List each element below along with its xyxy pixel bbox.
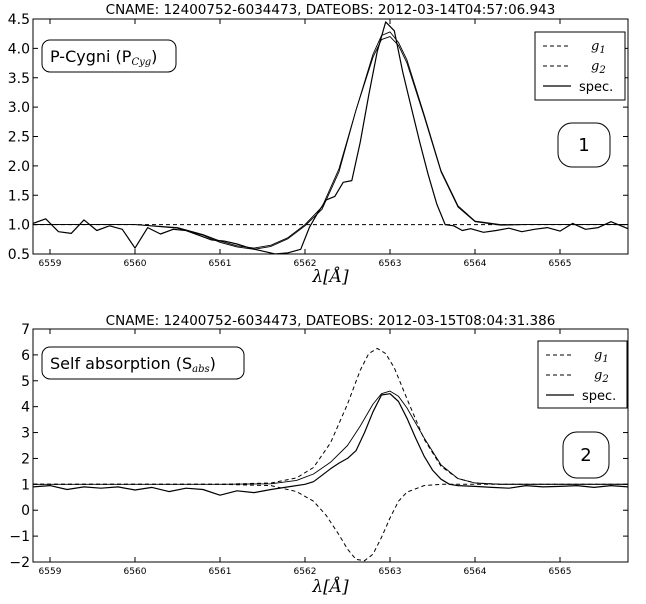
y-tick-label: 3 bbox=[21, 426, 30, 442]
x-tick-label: 6564 bbox=[464, 567, 487, 577]
y-tick-label: 3.5 bbox=[8, 71, 30, 87]
y-tick-label: 0 bbox=[21, 503, 30, 519]
legend-label: spec. bbox=[579, 80, 613, 95]
legend-label: g1 bbox=[594, 348, 609, 365]
legend-label: g2 bbox=[591, 59, 606, 76]
x-tick-label: 6562 bbox=[294, 259, 317, 269]
y-tick-label: 2.5 bbox=[8, 130, 30, 146]
series-line-g1+g2 bbox=[33, 390, 628, 485]
x-tick-label: 6559 bbox=[39, 259, 62, 269]
x-tick-label: 6560 bbox=[124, 259, 147, 269]
y-tick-label: 0.5 bbox=[8, 247, 30, 263]
y-tick-label: 7 bbox=[21, 322, 30, 338]
panel-number-box bbox=[557, 122, 611, 168]
panel-2: CNAME: 12400752-6034473, DATEOBS: 2012-0… bbox=[9, 313, 629, 597]
series-line-spec. bbox=[33, 393, 628, 496]
x-tick-label: 6562 bbox=[294, 567, 317, 577]
label-box bbox=[41, 39, 177, 73]
y-tick-label: 4.0 bbox=[8, 41, 30, 57]
y-tick-label: 1.0 bbox=[8, 218, 30, 234]
x-tick-label: 6561 bbox=[209, 259, 232, 269]
x-axis-label: λ[Å] bbox=[311, 266, 349, 287]
legend-label: g1 bbox=[591, 39, 606, 56]
label-box bbox=[41, 346, 245, 380]
y-tick-label: 2.0 bbox=[8, 159, 30, 175]
series-line-g1+g2 bbox=[33, 31, 628, 250]
panel-number: 2 bbox=[580, 445, 591, 466]
panel-number-box bbox=[562, 431, 610, 479]
y-tick-label: 2 bbox=[21, 451, 30, 467]
x-tick-label: 6564 bbox=[464, 259, 487, 269]
x-tick-label: 6559 bbox=[39, 567, 62, 577]
x-tick-label: 6565 bbox=[549, 567, 572, 577]
y-tick-label: −2 bbox=[9, 555, 30, 571]
chart-title: CNAME: 12400752-6034473, DATEOBS: 2012-0… bbox=[106, 2, 556, 18]
legend bbox=[537, 340, 628, 409]
x-tick-label: 6560 bbox=[124, 567, 147, 577]
legend-label: spec. bbox=[582, 389, 616, 404]
series-line-spec. bbox=[33, 21, 628, 254]
y-tick-label: −1 bbox=[9, 529, 30, 545]
panel-number: 1 bbox=[578, 135, 589, 156]
series-line-g2 bbox=[33, 483, 628, 562]
x-tick-label: 6565 bbox=[549, 259, 572, 269]
chart-title: CNAME: 12400752-6034473, DATEOBS: 2012-0… bbox=[106, 313, 556, 329]
x-tick-label: 6563 bbox=[379, 567, 402, 577]
panel-1: CNAME: 12400752-6034473, DATEOBS: 2012-0… bbox=[8, 2, 629, 287]
y-tick-label: 3.0 bbox=[8, 100, 30, 116]
x-tick-label: 6563 bbox=[379, 259, 402, 269]
x-axis-label: λ[Å] bbox=[311, 576, 349, 597]
label-box-text: P-Cygni (PCyg) bbox=[50, 47, 157, 68]
plot-frame bbox=[32, 328, 629, 563]
y-tick-label: 1.5 bbox=[8, 188, 30, 204]
y-tick-label: 4.5 bbox=[8, 12, 30, 28]
y-tick-label: 6 bbox=[21, 348, 30, 364]
x-tick-label: 6561 bbox=[209, 567, 232, 577]
legend-label: g2 bbox=[594, 368, 609, 385]
y-tick-label: 1 bbox=[21, 477, 30, 493]
label-box-text: Self absorption (Sabs) bbox=[50, 354, 216, 375]
y-tick-label: 4 bbox=[21, 400, 30, 416]
y-tick-label: 5 bbox=[21, 374, 30, 390]
